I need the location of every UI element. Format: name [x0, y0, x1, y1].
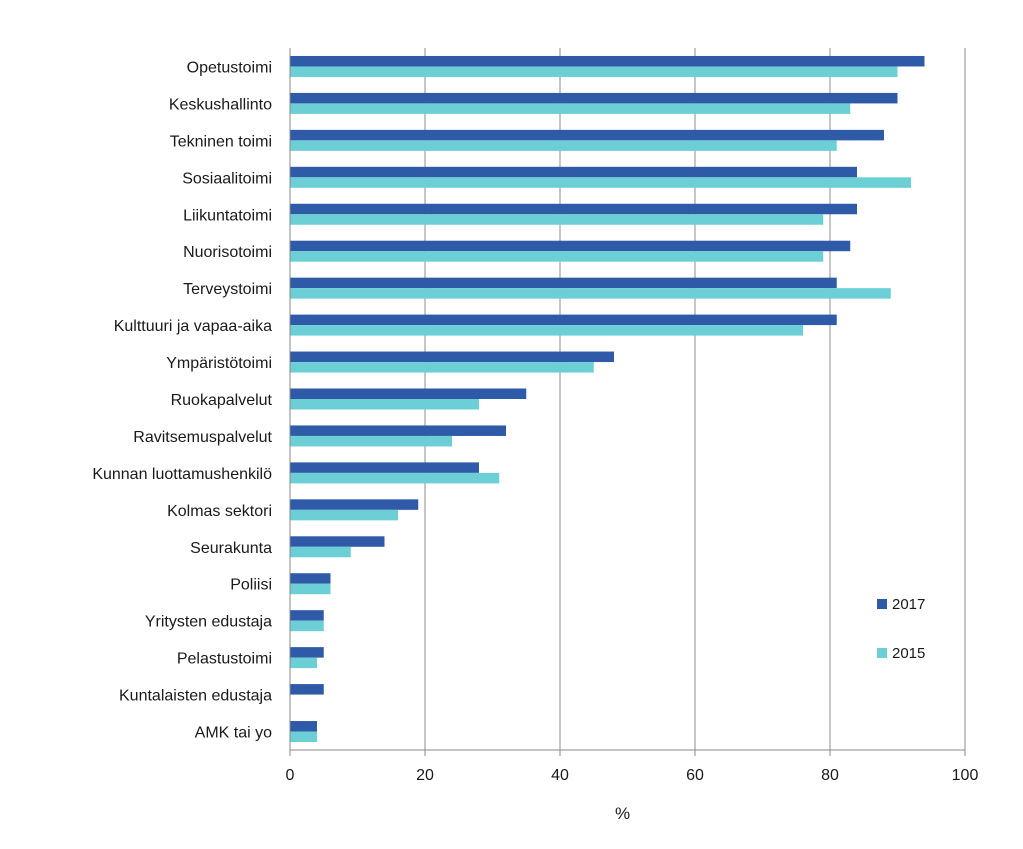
category-label: Nuorisotoimi — [183, 244, 272, 261]
bar-2015 — [290, 472, 500, 484]
bar-2015 — [290, 435, 452, 447]
x-tick-label: 60 — [686, 767, 704, 784]
category-label: Tekninen toimi — [170, 133, 272, 150]
bar-2015 — [290, 620, 324, 632]
bar-2017 — [290, 166, 857, 178]
x-axis-ticks: 0 20 40 60 80 100 — [286, 750, 979, 784]
bar-2017 — [290, 388, 527, 399]
category-label: Sosiaalitoimi — [182, 170, 272, 187]
category-label: Keskushallinto — [169, 96, 272, 113]
legend-label: 2015 — [892, 645, 925, 662]
category-label: Kunnan luottamushenkilö — [92, 466, 272, 483]
category-labels: Opetustoimi Keskushallinto Tekninen toimi S… — [92, 59, 272, 741]
bar-2015 — [290, 103, 851, 114]
bars — [290, 55, 925, 743]
category-label: AMK tai yo — [195, 725, 272, 742]
x-tick-label: 40 — [551, 767, 569, 784]
legend-label: 2017 — [892, 596, 925, 613]
category-label: Kolmas sektori — [167, 503, 272, 520]
bar-2015 — [290, 140, 837, 151]
category-label: Pelastustoimi — [177, 651, 272, 668]
x-tick-label: 100 — [952, 767, 979, 784]
category-label: Kulttuuri ja vapaa-aika — [114, 318, 272, 335]
bar-2017 — [290, 647, 324, 658]
category-label: Terveystoimi — [183, 281, 272, 298]
x-tick-label: 80 — [821, 767, 839, 784]
bar-2015 — [290, 546, 351, 558]
category-label: Liikuntatoimi — [183, 207, 272, 224]
bar-2017 — [290, 351, 614, 363]
bar-2017 — [290, 314, 837, 326]
bar-2015 — [290, 399, 479, 410]
legend-swatch-2017 — [877, 599, 887, 609]
bar-2017 — [290, 240, 851, 252]
x-tick-label: 0 — [286, 767, 295, 784]
category-label: Ravitsemuspalvelut — [133, 429, 272, 446]
category-label: Poliisi — [230, 577, 272, 594]
legend-swatch-2015 — [877, 648, 887, 658]
x-axis-title: % — [615, 804, 630, 823]
bar-2017 — [290, 573, 331, 584]
bar-2017 — [290, 55, 925, 67]
bar-2017 — [290, 499, 419, 510]
bar-2017 — [290, 92, 898, 104]
bar-2015 — [290, 325, 803, 336]
bar-2017 — [290, 721, 317, 732]
bar-2017 — [290, 425, 506, 436]
bar-2017 — [290, 684, 324, 695]
bar-2017 — [290, 536, 385, 547]
category-label: Ruokapalvelut — [171, 392, 273, 409]
category-label: Seurakunta — [190, 540, 272, 557]
bar-2015 — [290, 657, 317, 669]
gridlines — [424, 48, 966, 750]
bar-2017 — [290, 129, 884, 141]
category-label: Yritysten edustaja — [145, 614, 272, 631]
bar-2015 — [290, 509, 398, 521]
x-tick-label: 20 — [416, 767, 434, 784]
bar-2017 — [290, 277, 837, 289]
bar-2015 — [290, 731, 317, 743]
bar-2015 — [290, 362, 594, 373]
bar-2015 — [290, 251, 824, 262]
bar-2015 — [290, 177, 911, 188]
bar-2015 — [290, 214, 824, 225]
category-label: Kuntalaisten edustaja — [119, 688, 272, 705]
legend: 2017 2015 — [877, 596, 925, 662]
bar-2017 — [290, 462, 479, 473]
category-label: Opetustoimi — [187, 59, 272, 76]
category-label: Ympäristötoimi — [166, 355, 272, 372]
bar-2015 — [290, 288, 891, 299]
bar-2017 — [290, 203, 857, 215]
bar-2017 — [290, 610, 324, 621]
bar-2015 — [290, 66, 898, 77]
bar-2015 — [290, 583, 331, 595]
